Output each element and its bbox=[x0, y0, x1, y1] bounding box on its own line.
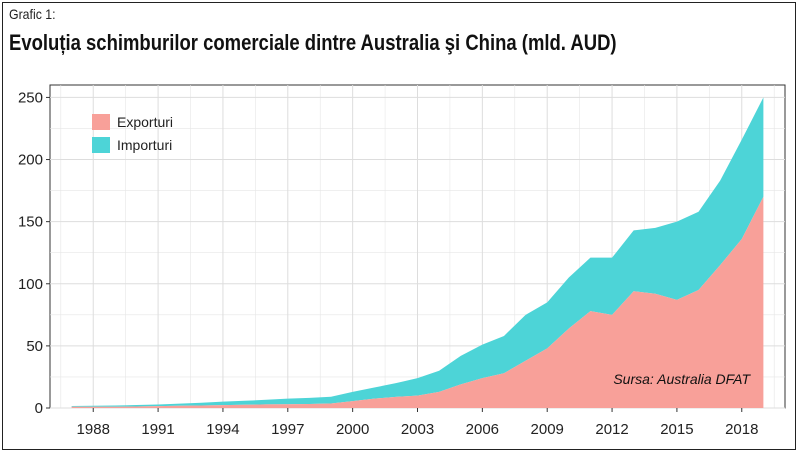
x-tick-label: 1988 bbox=[77, 421, 110, 438]
y-tick-label: 200 bbox=[18, 152, 43, 169]
y-tick-label: 0 bbox=[35, 400, 43, 417]
x-tick-label: 2009 bbox=[531, 421, 564, 438]
area-series bbox=[71, 97, 764, 408]
x-tick-label: 1994 bbox=[206, 421, 239, 438]
x-tick-label: 2012 bbox=[595, 421, 628, 438]
area-importuri bbox=[71, 97, 764, 407]
x-tick-label: 2003 bbox=[401, 421, 434, 438]
x-axis: 1988 1991 1994 1997 2000 2003 2006 2009 2012 2015… bbox=[77, 408, 758, 438]
y-tick-label: 50 bbox=[26, 338, 43, 355]
y-tick-label: 150 bbox=[18, 214, 43, 231]
legend: Exporturi Importuri bbox=[92, 114, 173, 153]
x-tick-label: 2000 bbox=[336, 421, 369, 438]
legend-label: Exporturi bbox=[117, 114, 173, 130]
area-exporturi bbox=[71, 196, 764, 408]
x-tick-label: 1997 bbox=[271, 421, 304, 438]
legend-swatch bbox=[92, 114, 110, 130]
chart-title: Evoluția schimburilor comerciale dintre … bbox=[9, 30, 617, 55]
y-axis: 0 50 100 150 200 250 bbox=[18, 89, 50, 417]
legend-swatch bbox=[92, 137, 110, 153]
y-tick-label: 250 bbox=[18, 89, 43, 106]
chart-label: Grafic 1: bbox=[9, 6, 56, 22]
legend-label: Importuri bbox=[117, 137, 172, 153]
x-tick-label: 2015 bbox=[660, 421, 693, 438]
x-tick-label: 1991 bbox=[141, 421, 174, 438]
x-tick-label: 2018 bbox=[725, 421, 758, 438]
x-tick-label: 2006 bbox=[466, 421, 499, 438]
source-note: Sursa: Australia DFAT bbox=[613, 371, 751, 387]
y-tick-label: 100 bbox=[18, 276, 43, 293]
